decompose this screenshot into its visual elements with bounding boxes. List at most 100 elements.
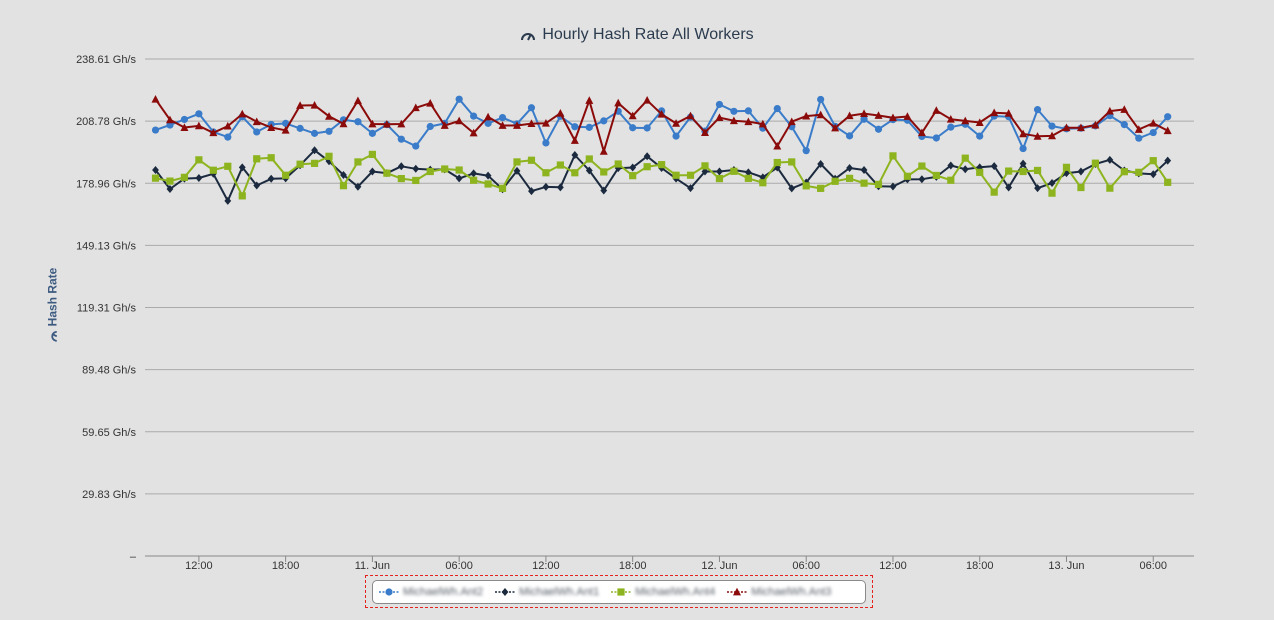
data-point: [1077, 183, 1085, 192]
data-point: [397, 162, 405, 171]
x-tick-label: 06:00: [1139, 560, 1167, 572]
data-point: [296, 160, 304, 168]
data-point: [382, 120, 391, 128]
data-point: [296, 101, 305, 109]
legend-item[interactable]: MichaelWh.Ant3: [727, 586, 831, 598]
data-point: [310, 101, 319, 109]
data-point: [817, 159, 825, 168]
data-point: [180, 173, 189, 181]
data-point: [599, 147, 608, 155]
x-tick-label: 12:00: [532, 560, 560, 572]
data-point: [383, 169, 391, 177]
data-point: [759, 179, 767, 187]
data-point: [1033, 166, 1042, 175]
data-point: [990, 188, 998, 196]
data-point: [932, 171, 940, 180]
data-point: [947, 123, 955, 131]
data-point: [527, 156, 536, 164]
data-point: [715, 113, 724, 121]
data-point: [860, 179, 868, 187]
x-tick-label: 06:00: [445, 560, 473, 572]
data-point: [831, 177, 839, 185]
data-point: [744, 107, 752, 115]
y-tick-label: –: [130, 551, 137, 563]
data-point: [600, 168, 608, 176]
data-point: [151, 126, 160, 134]
data-point: [976, 168, 984, 176]
y-tick-label: 29.83 Gh/s: [82, 489, 136, 501]
data-point: [1134, 125, 1143, 133]
data-point: [1120, 121, 1128, 129]
data-point: [1048, 122, 1056, 130]
data-point: [1076, 123, 1085, 132]
speedometer-icon: [47, 330, 61, 342]
data-point: [484, 119, 492, 127]
series-group: [151, 95, 1172, 205]
data-point: [846, 163, 853, 172]
data-point: [817, 95, 825, 104]
data-point: [1033, 132, 1042, 140]
data-point: [267, 174, 275, 183]
data-point: [903, 172, 912, 180]
data-point: [1019, 159, 1027, 168]
data-point: [412, 176, 420, 185]
data-point: [325, 152, 333, 160]
data-point: [889, 182, 897, 191]
data-point: [267, 123, 276, 131]
legend-highlight-frame: [365, 575, 873, 608]
data-point: [354, 118, 362, 126]
data-point: [918, 175, 926, 184]
data-point: [730, 107, 738, 115]
data-point: [166, 121, 174, 129]
data-point: [773, 141, 782, 150]
data-point: [1149, 128, 1157, 137]
data-point: [932, 106, 941, 114]
data-point: [267, 154, 275, 162]
y-tick-label: 119.31 Gh/s: [77, 303, 137, 315]
data-point: [730, 167, 738, 175]
data-point: [151, 95, 160, 103]
data-point: [1062, 123, 1071, 132]
data-point: [469, 128, 478, 137]
data-point: [166, 177, 174, 185]
data-point: [687, 184, 694, 193]
legend-symbol: [727, 587, 748, 596]
data-point: [455, 166, 463, 174]
data-point: [412, 142, 420, 150]
data-point: [528, 187, 535, 196]
legend-label: MichaelWh.Ant1: [519, 586, 600, 598]
y-tick-label: 149.13 Gh/s: [76, 240, 136, 252]
x-tick-label: 06:00: [792, 560, 820, 572]
data-point: [152, 166, 159, 175]
data-point: [542, 169, 550, 177]
legend-item[interactable]: MichaelWh.Ant1: [495, 586, 599, 598]
data-point: [860, 115, 868, 123]
series-MichaelWh.Ant2: [151, 95, 1172, 155]
data-point: [1106, 155, 1114, 164]
data-point: [484, 180, 492, 188]
legend-symbol: [379, 588, 399, 596]
legend-item[interactable]: MichaelWh.Ant4: [611, 586, 715, 598]
data-point: [224, 133, 232, 141]
data-point: [802, 111, 811, 120]
data-point: [253, 128, 261, 136]
data-point: [947, 161, 955, 170]
data-point: [325, 112, 334, 120]
data-point: [1005, 183, 1013, 192]
x-axis: 12:00 18:00 11. Jun 06:00 12:00 18:00 12. Jun 0…: [185, 556, 1167, 572]
chart-title-text: Hourly Hash Rate All Workers: [542, 26, 754, 43]
data-point: [397, 119, 406, 128]
data-point: [816, 110, 825, 119]
data-point: [643, 163, 651, 171]
data-point: [918, 162, 926, 170]
data-point: [209, 166, 217, 174]
data-point: [513, 121, 521, 129]
data-point: [600, 117, 608, 125]
data-point: [513, 166, 521, 175]
legend-item[interactable]: MichaelWh.Ant2: [379, 586, 483, 598]
data-point: [788, 184, 796, 193]
data-point: [733, 587, 742, 596]
data-point: [585, 166, 593, 175]
legend: MichaelWh.Ant2 MichaelWh.Ant1 MichaelWh.An…: [372, 580, 866, 604]
data-point: [744, 168, 752, 177]
